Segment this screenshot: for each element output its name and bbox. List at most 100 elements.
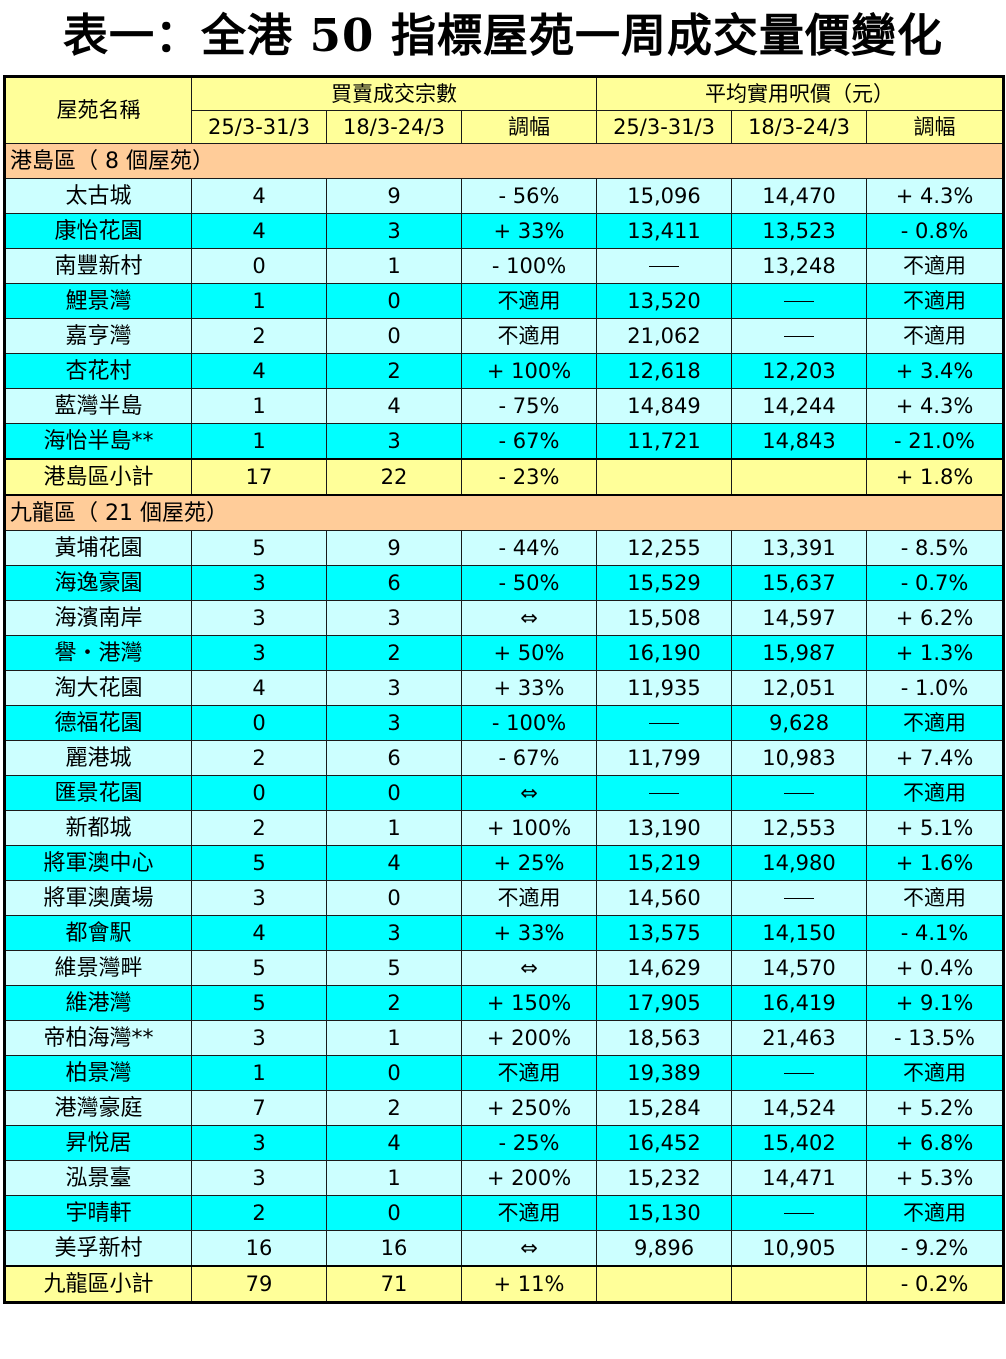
tx-current-cell: 5	[191, 985, 327, 1021]
tx-current-cell: 0	[191, 248, 327, 284]
price-current-cell: 14,560	[596, 880, 733, 916]
no-data-dash	[784, 898, 815, 899]
price-change-cell: - 21.0%	[866, 423, 1005, 460]
estate-name-cell: 海怡半島**	[4, 423, 192, 460]
table-row: 新都城 2 1 + 100% 13,190 12,553 + 5.1%	[4, 810, 1005, 846]
price-current-cell: 15,232	[596, 1160, 733, 1196]
tx-change-cell: - 100%	[460, 248, 598, 284]
tx-current-cell: 17	[191, 458, 327, 496]
estate-name-cell: 南豐新村	[4, 248, 192, 284]
tx-previous-cell: 6	[326, 565, 462, 601]
price-previous-cell: 15,402	[731, 1125, 868, 1161]
price-change-cell: - 13.5%	[866, 1020, 1005, 1056]
tx-previous-cell: 1	[326, 248, 462, 284]
table-row: 宇晴軒 2 0 不適用 15,130 不適用	[4, 1195, 1005, 1231]
price-change-cell: - 0.7%	[866, 565, 1005, 601]
price-change-cell: 不適用	[866, 775, 1005, 811]
estate-name-cell: 黃埔花園	[4, 530, 192, 566]
table-row: 帝柏海灣** 3 1 + 200% 18,563 21,463- 13.5%	[4, 1020, 1005, 1056]
price-previous-cell: 14,524	[731, 1090, 868, 1126]
table-row: 淘大花園 4 3 + 33% 11,935 12,051- 1.0%	[4, 670, 1005, 706]
price-previous-cell	[731, 1265, 868, 1304]
tx-current-cell: 2	[191, 810, 327, 846]
tx-current-cell: 3	[191, 1160, 327, 1196]
tx-previous-cell: 22	[326, 458, 462, 496]
table-row: 將軍澳中心 5 4 + 25% 15,219 14,980 + 1.6%	[4, 845, 1005, 881]
estate-name-cell: 維港灣	[4, 985, 192, 1021]
price-previous-cell: 9,628	[731, 705, 868, 741]
price-previous-cell: 21,463	[731, 1020, 868, 1056]
tx-change-cell: + 100%	[460, 810, 598, 846]
tx-current-cell: 4	[191, 670, 327, 706]
estate-name-cell: 港灣豪庭	[4, 1090, 192, 1126]
table-row: 麗港城 2 6- 67% 11,799 10,983 + 7.4%	[4, 740, 1005, 776]
price-current-cell	[596, 1265, 733, 1304]
price-current-cell: 19,389	[596, 1055, 733, 1091]
tx-previous-cell: 0	[326, 318, 462, 354]
tx-current-cell: 4	[191, 213, 327, 249]
tx-previous-cell: 9	[326, 178, 462, 214]
price-change-cell: + 5.1%	[866, 810, 1005, 846]
table-row: 柏景灣 1 0 不適用 19,389 不適用	[4, 1055, 1005, 1091]
estate-name-cell: 宇晴軒	[4, 1195, 192, 1231]
price-previous-cell	[731, 1195, 868, 1231]
no-data-dash	[784, 793, 815, 794]
tx-previous-cell: 4	[326, 1125, 462, 1161]
price-change-cell: 不適用	[866, 248, 1005, 284]
no-data-dash	[784, 301, 815, 302]
header-px-period-previous: 18/3-24/3	[731, 110, 868, 144]
page-title: 表一：全港 50 指標屋苑一周成交量價變化	[63, 9, 943, 62]
estate-name-cell: 帝柏海灣**	[4, 1020, 192, 1056]
tx-current-cell: 1	[191, 388, 327, 424]
tx-current-cell: 1	[191, 423, 327, 460]
price-previous-cell: 14,980	[731, 845, 868, 881]
tx-current-cell: 3	[191, 635, 327, 671]
price-change-cell: + 4.3%	[866, 178, 1005, 214]
no-data-dash	[649, 723, 680, 724]
estate-name-cell: 九龍區小計	[4, 1265, 192, 1304]
tx-current-cell: 1	[191, 283, 327, 319]
price-previous-cell: 14,570	[731, 950, 868, 986]
price-previous-cell	[731, 318, 868, 354]
estate-name-cell: 鯉景灣	[4, 283, 192, 319]
estate-name-cell: 都會駅	[4, 915, 192, 951]
tx-current-cell: 5	[191, 950, 327, 986]
price-change-cell: 不適用	[866, 705, 1005, 741]
no-data-dash	[784, 336, 815, 337]
tx-change-cell: - 23%	[460, 458, 598, 496]
price-change-cell: - 8.5%	[866, 530, 1005, 566]
tx-change-cell: 不適用	[460, 283, 598, 319]
tx-change-cell: - 50%	[460, 565, 598, 601]
price-previous-cell: 13,391	[731, 530, 868, 566]
region-label: 港島區（ 8 個屋苑）	[3, 143, 1005, 179]
price-change-cell: + 6.2%	[866, 600, 1005, 636]
tx-previous-cell: 0	[326, 1195, 462, 1231]
no-data-dash	[649, 793, 680, 794]
region-label: 九龍區（ 21 個屋苑）	[3, 494, 1005, 531]
price-previous-cell: 13,248	[731, 248, 868, 284]
estate-name-cell: 港島區小計	[4, 458, 192, 496]
estate-name-cell: 譽・港灣	[4, 635, 192, 671]
price-current-cell: 11,799	[596, 740, 733, 776]
tx-current-cell: 3	[191, 1020, 327, 1056]
table-row: 太古城 4 9- 56% 15,096 14,470 + 4.3%	[4, 178, 1005, 214]
no-data-dash	[784, 1073, 815, 1074]
price-current-cell	[596, 248, 733, 284]
tx-change-cell: - 100%	[460, 705, 598, 741]
price-change-cell: + 1.6%	[866, 845, 1005, 881]
tx-current-cell: 5	[191, 530, 327, 566]
tx-current-cell: 2	[191, 318, 327, 354]
tx-change-cell: ⇔	[460, 950, 598, 986]
price-change-cell: + 3.4%	[866, 353, 1005, 389]
region-header-row: 九龍區（ 21 個屋苑）	[3, 494, 1005, 531]
price-current-cell: 11,935	[596, 670, 733, 706]
tx-current-cell: 2	[191, 740, 327, 776]
tx-previous-cell: 3	[326, 705, 462, 741]
tx-previous-cell: 3	[326, 915, 462, 951]
tx-previous-cell: 3	[326, 600, 462, 636]
price-previous-cell	[731, 283, 868, 319]
header-tx-change: 調幅	[460, 110, 598, 144]
price-previous-cell: 15,637	[731, 565, 868, 601]
estate-name-cell: 維景灣畔	[4, 950, 192, 986]
tx-change-cell: 不適用	[460, 880, 598, 916]
